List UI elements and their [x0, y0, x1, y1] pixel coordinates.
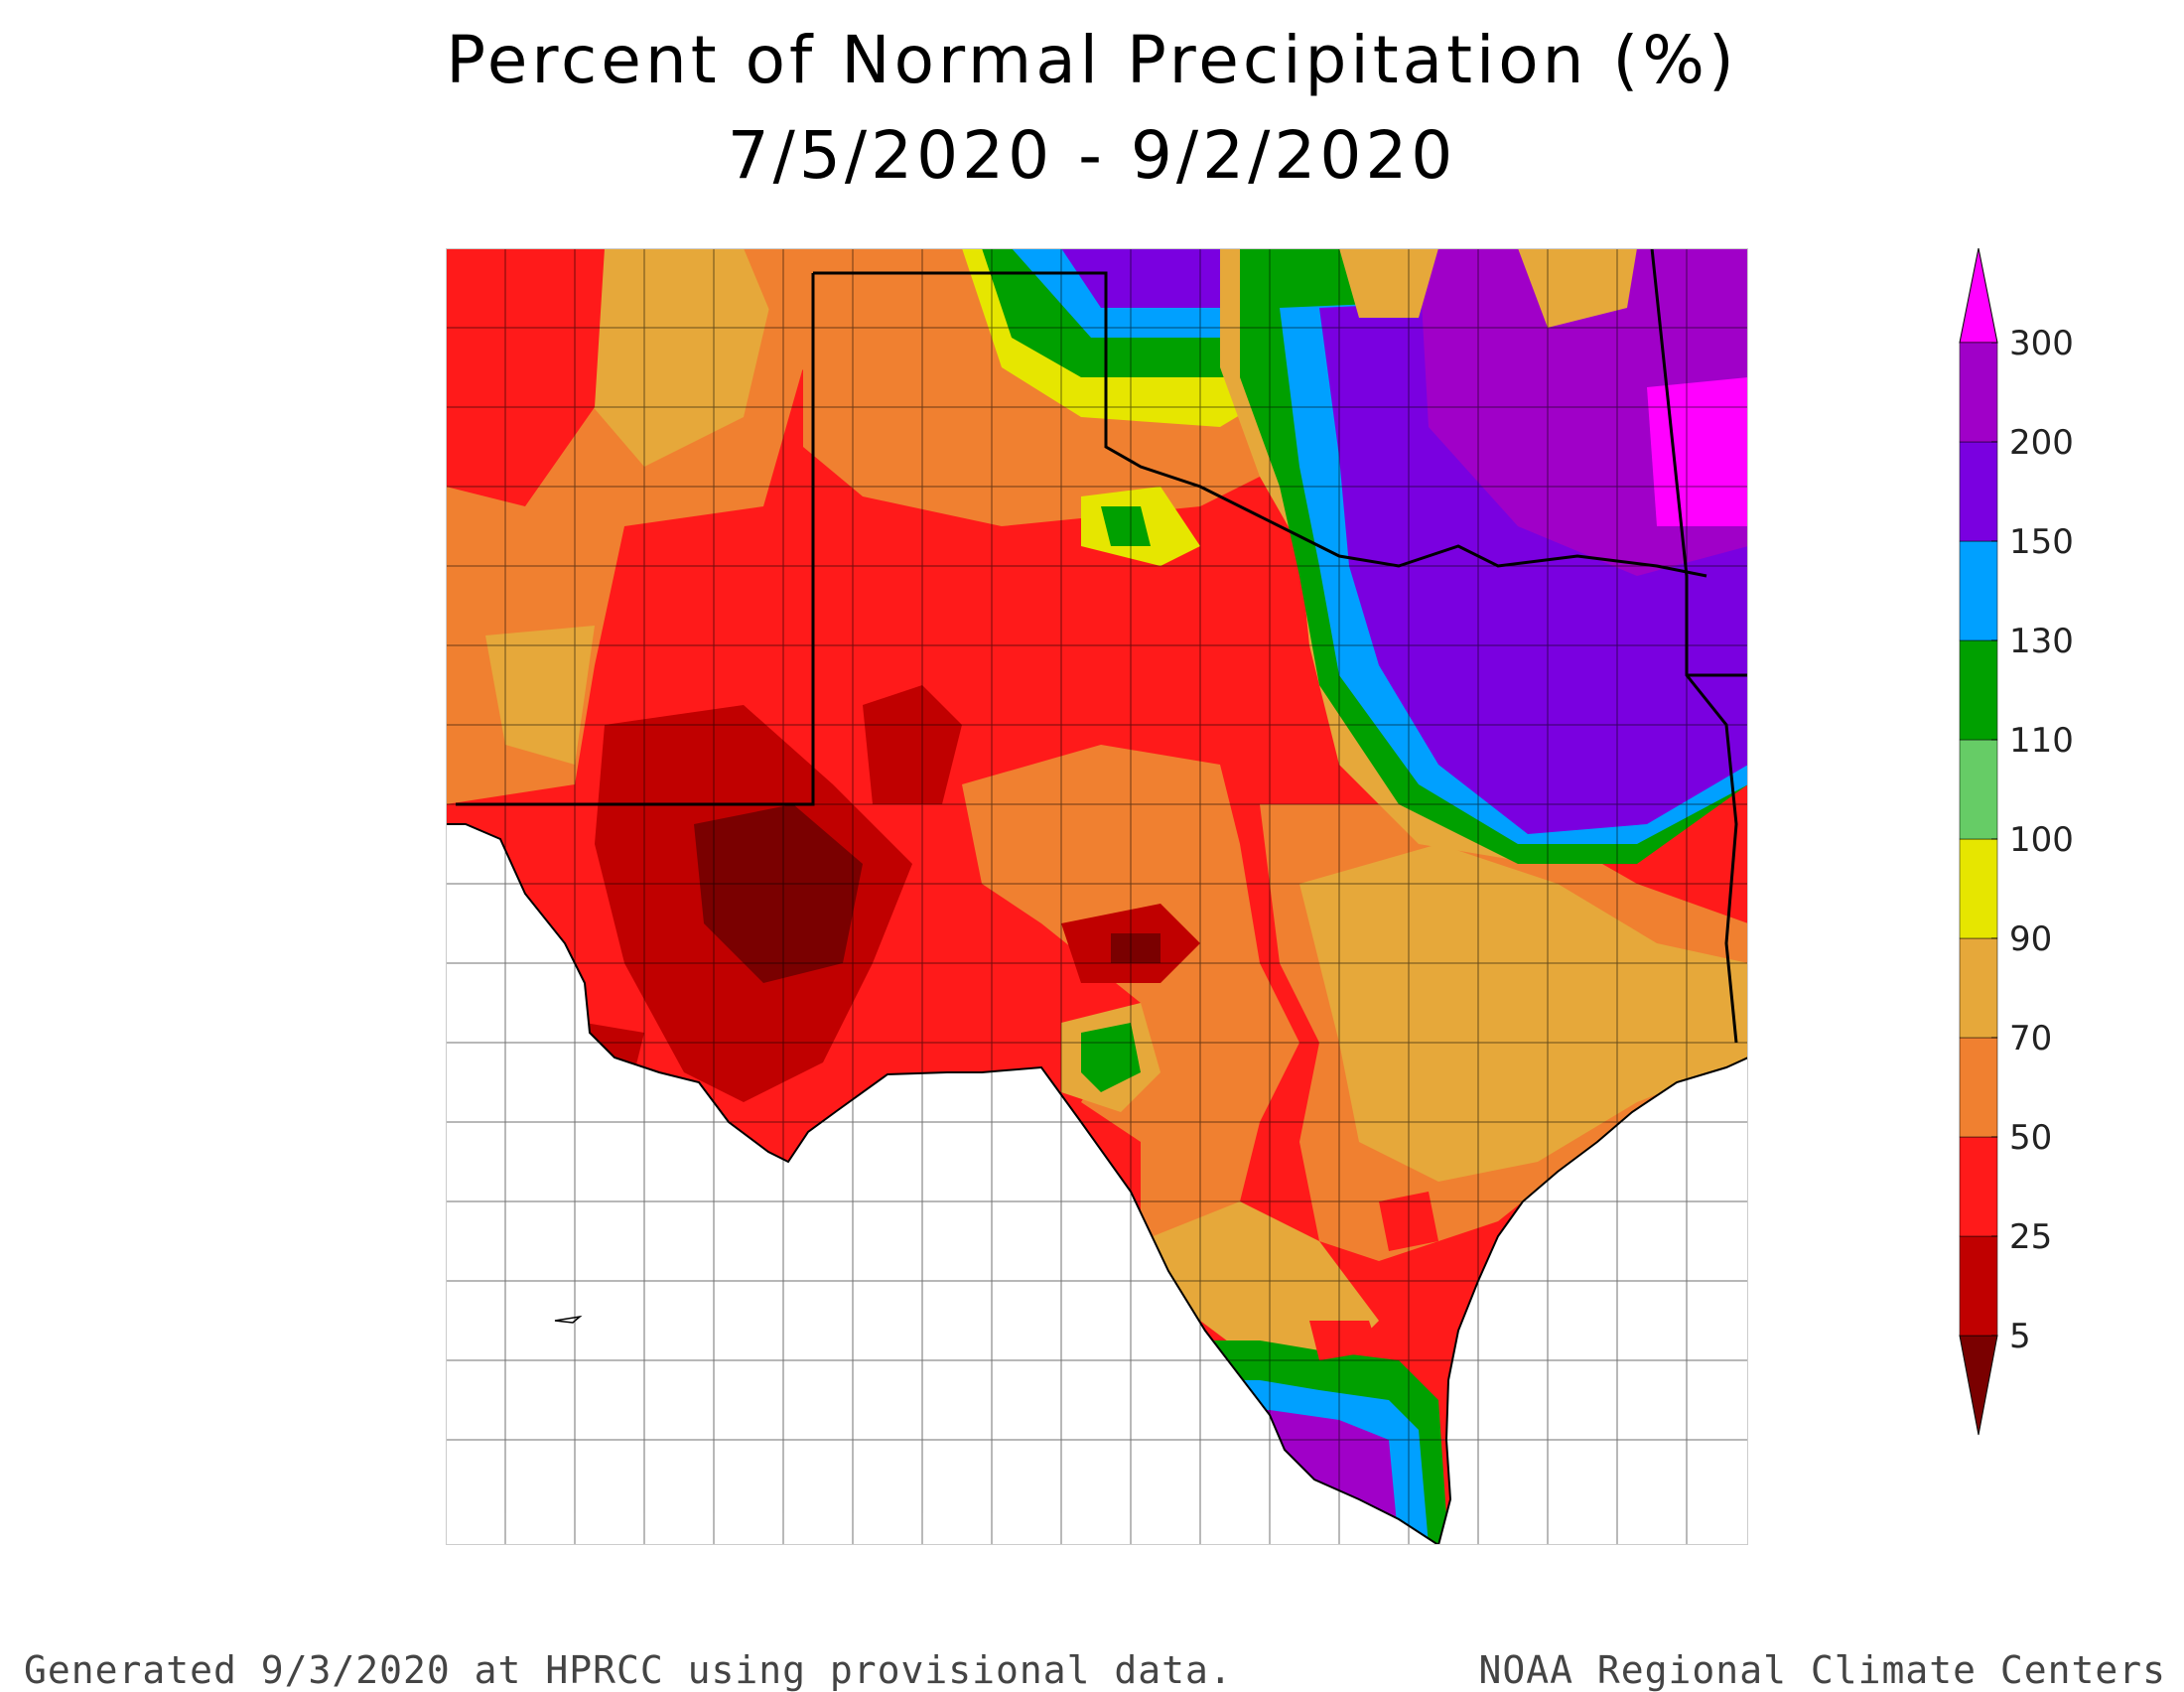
- legend-tick-label: 200: [2009, 423, 2074, 463]
- legend-tick-label: 110: [2009, 721, 2074, 761]
- legend-swatch: [1959, 540, 1998, 641]
- legend-swatch: [1959, 739, 1998, 840]
- legend-tick-label: 5: [2009, 1317, 2031, 1356]
- legend-swatch: [1959, 838, 1998, 939]
- generated-note: Generated 9/3/2020 at HPRCC using provis…: [24, 1648, 1233, 1692]
- precipitation-map: [446, 248, 1748, 1545]
- legend-tick-label: 90: [2009, 919, 2052, 959]
- legend-swatch: [1959, 1235, 1998, 1337]
- county-boundaries: [446, 248, 1748, 1545]
- map-title: Percent of Normal Precipitation (%): [446, 22, 1738, 98]
- legend-swatch: [1959, 247, 1998, 344]
- legend-swatch: [1959, 1136, 1998, 1237]
- legend-swatch: [1959, 441, 1998, 542]
- color-legend: 5 25 50 70 90 100 110 130 150 200 300: [1946, 247, 2174, 1450]
- legend-tick-label: 25: [2009, 1217, 2052, 1257]
- legend-tick-label: 300: [2009, 324, 2074, 363]
- legend-tick-label: 100: [2009, 820, 2074, 860]
- legend-tick-label: 150: [2009, 522, 2074, 562]
- source-credit: NOAA Regional Climate Centers: [1478, 1648, 2166, 1692]
- date-range: 7/5/2020 - 9/2/2020: [727, 117, 1457, 194]
- legend-tick-label: 130: [2009, 622, 2074, 661]
- legend-swatch: [1959, 1037, 1998, 1138]
- legend-tick-label: 70: [2009, 1019, 2052, 1058]
- legend-tick-label: 50: [2009, 1118, 2052, 1158]
- legend-swatch: [1959, 639, 1998, 741]
- legend-swatch: [1959, 342, 1998, 443]
- legend-swatch: [1959, 937, 1998, 1039]
- legend-swatch: [1959, 1335, 1998, 1436]
